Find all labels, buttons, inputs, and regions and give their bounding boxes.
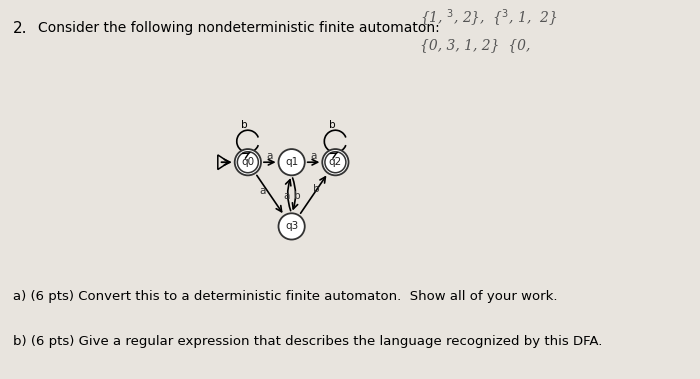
- Text: a: a: [267, 151, 273, 161]
- Circle shape: [279, 213, 304, 240]
- Circle shape: [234, 149, 261, 175]
- Text: q2: q2: [329, 157, 342, 167]
- Text: b: b: [313, 184, 320, 194]
- Text: {0, 3, 1, 2}  {0,: {0, 3, 1, 2} {0,: [420, 38, 531, 52]
- Text: {1, $^3$, 2},  {$^3$, 1,  2}: {1, $^3$, 2}, {$^3$, 1, 2}: [420, 8, 557, 29]
- Text: b: b: [328, 120, 335, 130]
- Text: a: a: [310, 151, 316, 161]
- Text: a: a: [259, 186, 265, 196]
- Text: a: a: [284, 191, 290, 201]
- Text: 2.: 2.: [13, 21, 27, 36]
- Circle shape: [279, 149, 304, 175]
- Text: b: b: [241, 120, 248, 130]
- Circle shape: [322, 149, 349, 175]
- Text: a) (6 pts) Convert this to a deterministic finite automaton.  Show all of your w: a) (6 pts) Convert this to a determinist…: [13, 290, 557, 303]
- Text: Consider the following nondeterministic finite automaton:: Consider the following nondeterministic …: [38, 21, 440, 35]
- Text: q3: q3: [285, 221, 298, 232]
- Text: b) (6 pts) Give a regular expression that describes the language recognized by t: b) (6 pts) Give a regular expression tha…: [13, 335, 602, 348]
- Text: q1: q1: [285, 157, 298, 167]
- Text: b: b: [293, 191, 300, 201]
- Text: q0: q0: [241, 157, 254, 167]
